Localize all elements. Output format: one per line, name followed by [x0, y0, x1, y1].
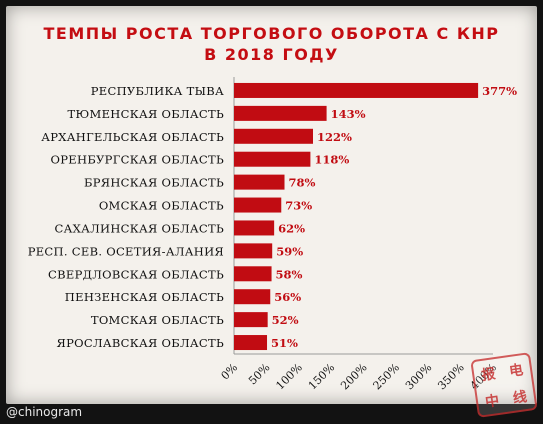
x-tick-label: 250%: [371, 361, 402, 392]
value-label: 51%: [271, 336, 298, 350]
stamp-char: 报: [480, 365, 497, 384]
x-tick-label: 200%: [338, 361, 369, 392]
value-label: 122%: [317, 130, 352, 144]
bar: [234, 243, 273, 259]
stamp-char: 电: [508, 361, 525, 380]
value-label: 118%: [314, 153, 349, 167]
x-tick-label: 50%: [246, 361, 272, 387]
bar: [234, 105, 327, 121]
value-label: 59%: [276, 244, 303, 258]
category-label: РЕСП. СЕВ. ОСЕТИЯ-АЛАНИЯ: [28, 244, 224, 258]
category-label: РЕСПУБЛИКА ТЫВА: [91, 84, 224, 98]
category-label: СВЕРДЛОВСКАЯ ОБЛАСТЬ: [48, 267, 224, 281]
category-label: БРЯНСКАЯ ОБЛАСТЬ: [84, 176, 224, 190]
chart-title: ТЕМПЫ РОСТА ТОРГОВОГО ОБОРОТА С КНР: [43, 24, 500, 43]
bar: [234, 174, 285, 190]
chart-subtitle: В 2018 ГОДУ: [204, 45, 339, 64]
bar: [234, 289, 271, 305]
bar: [234, 128, 313, 144]
category-label: ТОМСКАЯ ОБЛАСТЬ: [91, 313, 224, 327]
value-label: 78%: [289, 176, 316, 190]
stamp-char: 中: [484, 392, 501, 411]
value-label: 58%: [276, 267, 303, 281]
bar: [234, 197, 282, 213]
seal-stamp: 报 电 中 线: [470, 352, 538, 418]
x-tick-label: 150%: [306, 361, 337, 392]
x-tick-label: 350%: [435, 361, 466, 392]
x-tick-label: 100%: [273, 361, 304, 392]
bar: [234, 335, 268, 351]
bar: [234, 151, 311, 167]
value-label: 143%: [331, 107, 366, 121]
bar: [234, 266, 272, 282]
bar: [234, 82, 479, 98]
bar: [234, 312, 268, 328]
category-label: ЯРОСЛАВСКАЯ ОБЛАСТЬ: [57, 336, 224, 350]
x-tick-label: 0%: [219, 361, 241, 383]
category-label: САХАЛИНСКАЯ ОБЛАСТЬ: [54, 221, 224, 235]
category-label: ТЮМЕНСКАЯ ОБЛАСТЬ: [68, 107, 224, 121]
value-label: 62%: [278, 221, 305, 235]
x-tick-label: 300%: [403, 361, 434, 392]
value-label: 56%: [274, 290, 301, 304]
category-label: ОРЕНБУРГСКАЯ ОБЛАСТЬ: [51, 153, 224, 167]
value-label: 377%: [482, 84, 517, 98]
category-label: АРХАНГЕЛЬСКАЯ ОБЛАСТЬ: [41, 130, 224, 144]
bar: [234, 220, 275, 236]
value-label: 73%: [285, 199, 312, 213]
watermark-handle: @chinogram: [6, 405, 83, 419]
value-label: 52%: [272, 313, 299, 327]
category-label: ОМСКАЯ ОБЛАСТЬ: [99, 199, 224, 213]
stamp-char: 线: [511, 388, 528, 407]
category-label: ПЕНЗЕНСКАЯ ОБЛАСТЬ: [65, 290, 224, 304]
